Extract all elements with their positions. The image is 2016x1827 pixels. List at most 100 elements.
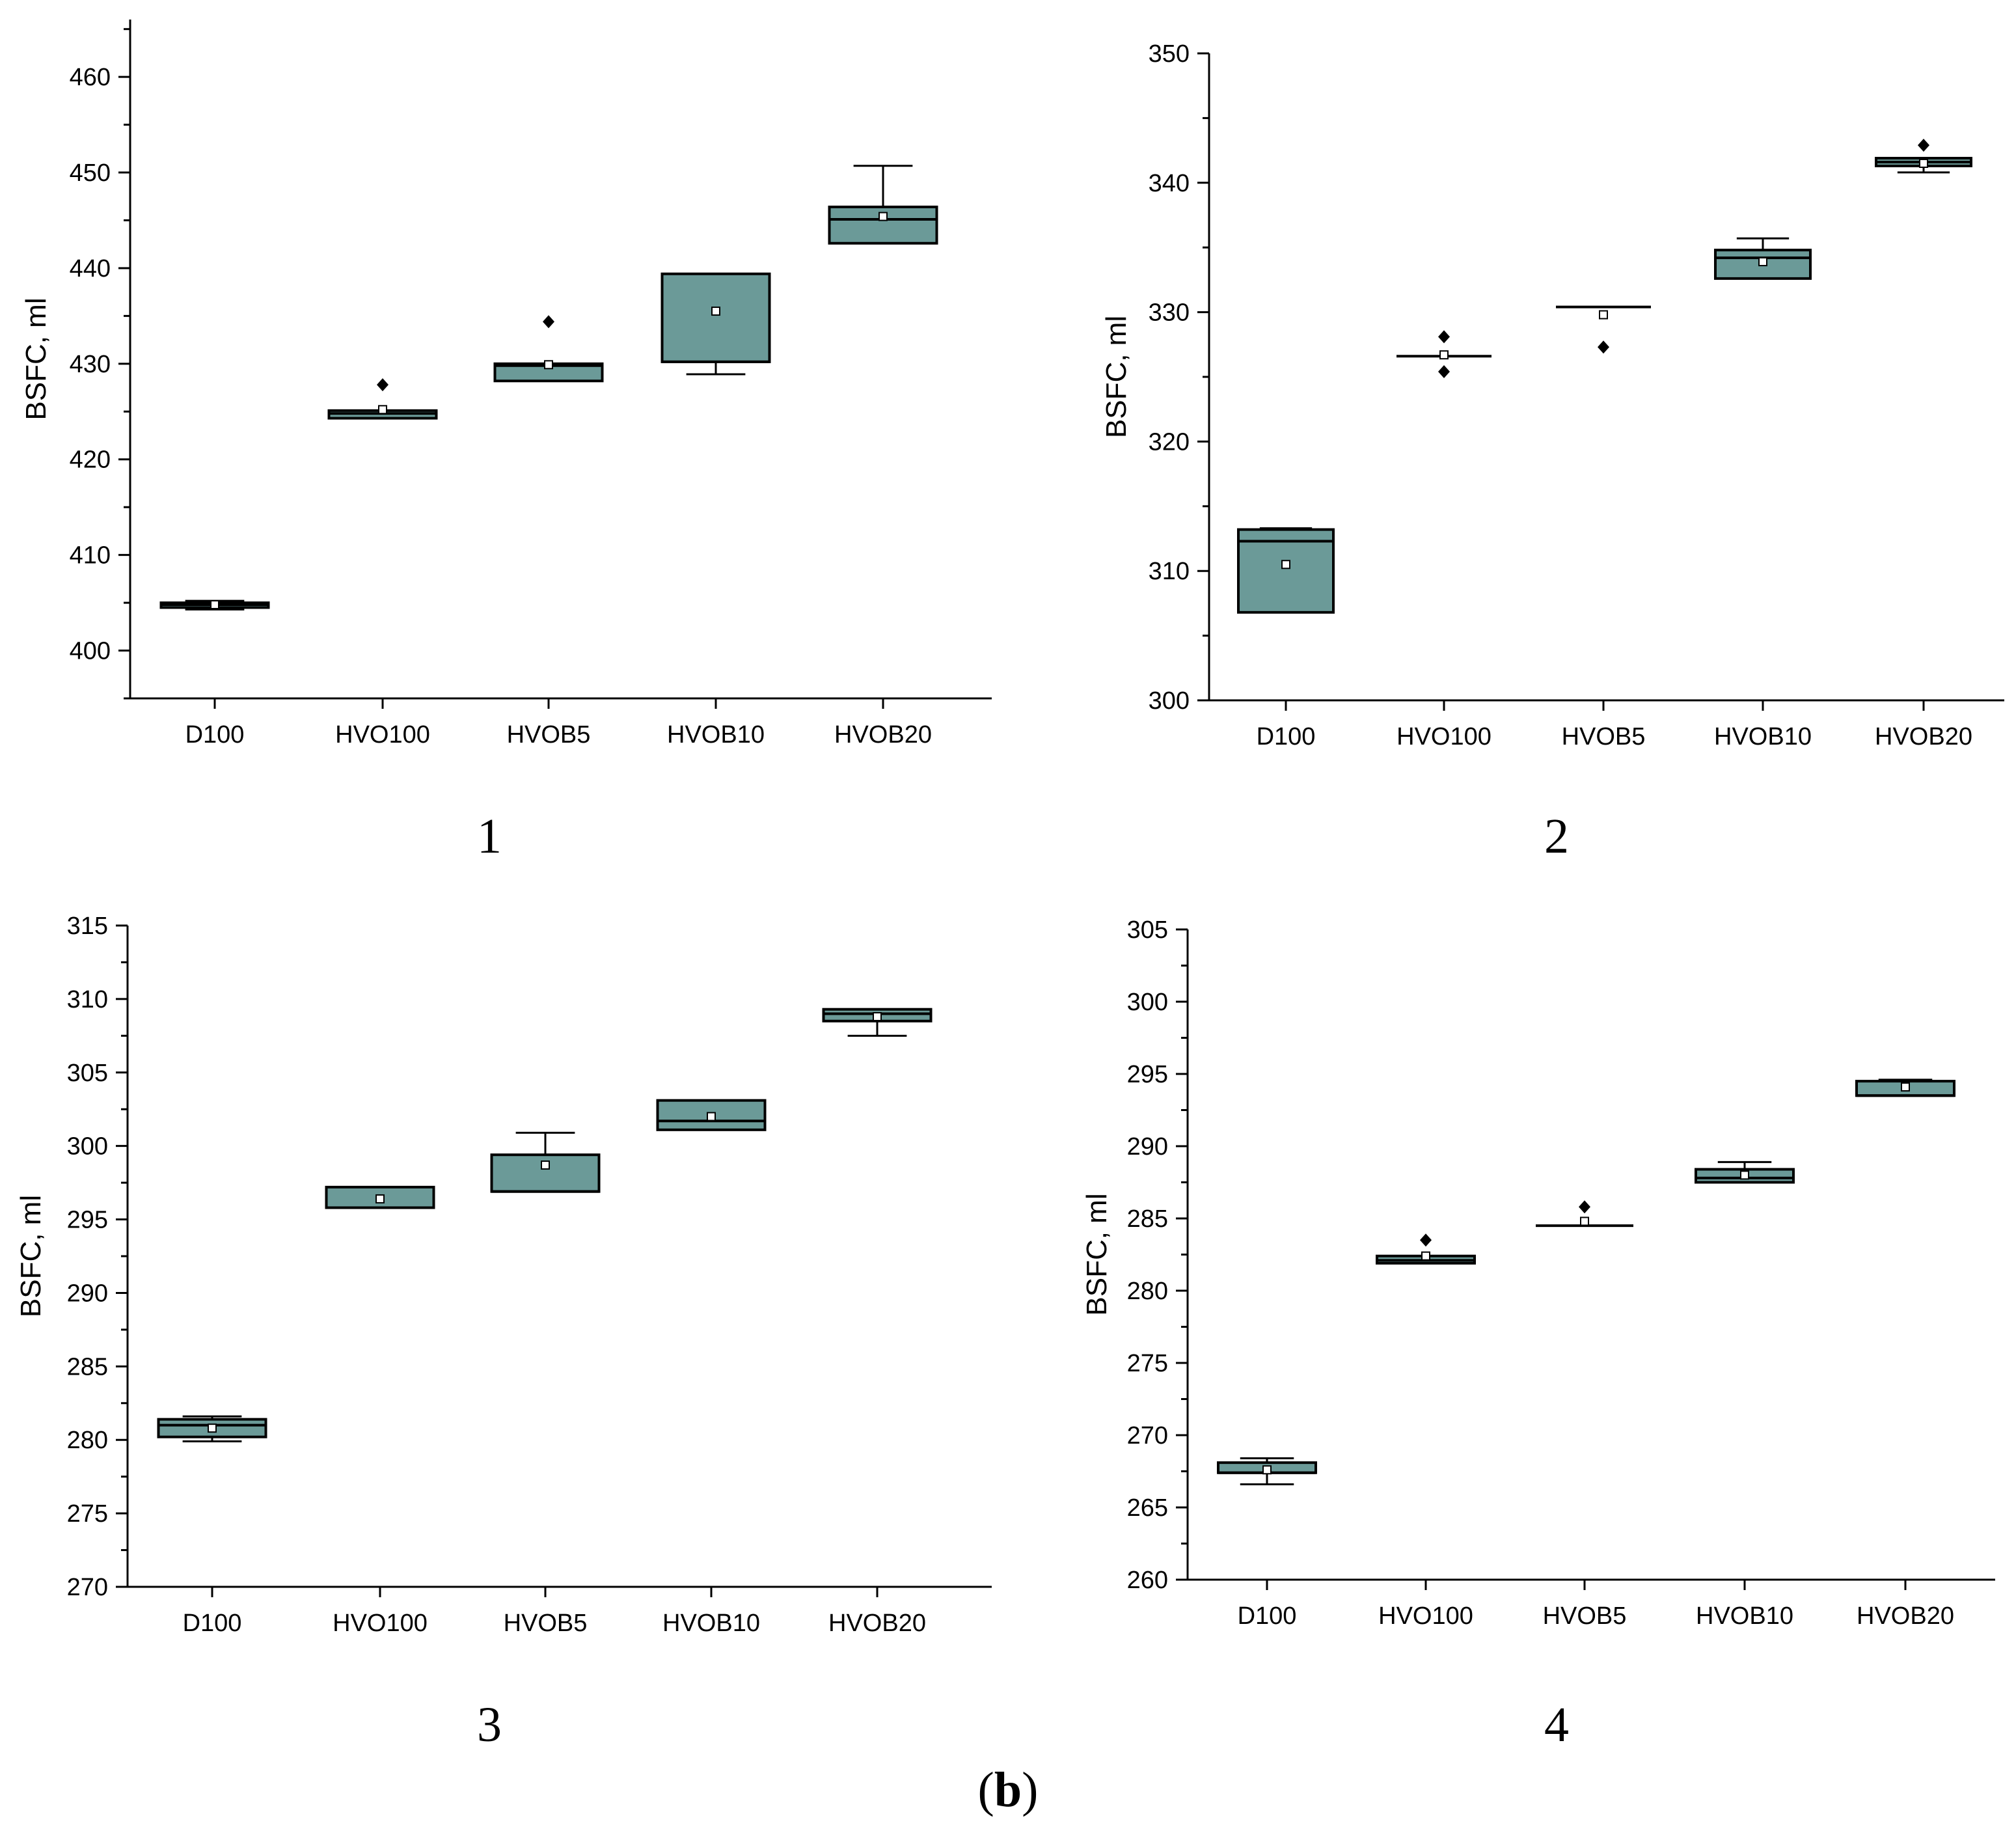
box-hvob20 [1875, 139, 1972, 174]
x-category-label: HVO100 [1396, 723, 1492, 750]
x-category-label: HVOB20 [1875, 723, 1972, 750]
y-tick-label: 450 [70, 159, 111, 187]
box-hvo100 [327, 378, 438, 420]
y-tick-label: 305 [67, 1060, 108, 1087]
mean-marker [711, 307, 720, 316]
y-tick-label: 310 [1149, 558, 1190, 585]
mean-marker [879, 212, 888, 221]
y-tick-label: 310 [67, 986, 108, 1013]
x-category-label: HVO100 [333, 1610, 428, 1637]
y-tick-label: 305 [1127, 916, 1168, 944]
x-category-label: HVOB10 [662, 1610, 760, 1637]
x-category-label: HVOB20 [1857, 1602, 1954, 1630]
y-axis-label: BSFC, ml [15, 1195, 47, 1317]
y-tick-label: 285 [1127, 1205, 1168, 1233]
x-category-label: HVOB5 [1562, 723, 1646, 750]
mean-marker [541, 1161, 550, 1170]
mean-marker [707, 1112, 716, 1121]
y-tick-label: 300 [1149, 687, 1190, 715]
y-tick-label: 460 [70, 64, 111, 91]
panel-number: 3 [477, 1697, 502, 1752]
mean-marker [378, 405, 387, 415]
y-tick-label: 275 [1127, 1350, 1168, 1377]
mean-marker [1599, 310, 1608, 320]
mean-marker [1901, 1082, 1910, 1092]
caption-close-paren: ) [1022, 1763, 1038, 1817]
mean-marker [210, 600, 219, 610]
box-body [490, 1153, 601, 1193]
y-tick-label: 290 [1127, 1133, 1168, 1161]
y-tick-label: 300 [1127, 989, 1168, 1016]
caption-open-paren: ( [978, 1763, 994, 1817]
y-tick-label: 295 [67, 1207, 108, 1234]
y-axis-label: BSFC, ml [1100, 316, 1132, 438]
mean-marker [544, 360, 553, 370]
x-category-label: D100 [1238, 1602, 1297, 1630]
y-tick-label: 350 [1149, 40, 1190, 68]
mean-marker [873, 1011, 882, 1021]
y-tick-label: 440 [70, 255, 111, 282]
figure-caption: (b) [978, 1763, 1039, 1817]
y-tick-label: 400 [70, 638, 111, 665]
panel-number: 2 [1544, 809, 1569, 864]
box-body [1237, 528, 1335, 614]
mean-marker [1740, 1170, 1749, 1180]
box-hvob20 [822, 1008, 933, 1037]
y-tick-label: 280 [1127, 1278, 1168, 1305]
box-hvob20 [1855, 1078, 1955, 1097]
x-category-label: HVO100 [335, 721, 430, 749]
y-tick-label: 320 [1149, 428, 1190, 456]
box-hvob5 [1556, 305, 1651, 354]
box-hvo100 [1396, 330, 1492, 379]
x-category-label: D100 [183, 1610, 242, 1637]
chart-panel-2: 300 310 320 330 340 350 BSFC, ml D100 HVO100 HVOB… [1100, 40, 2004, 864]
box-d100 [157, 1415, 267, 1442]
y-tick-label: 290 [67, 1280, 108, 1307]
outlier-point [1438, 330, 1450, 344]
mean-marker [1580, 1216, 1589, 1226]
y-tick-label: 295 [1127, 1061, 1168, 1088]
y-tick-label: 330 [1149, 299, 1190, 327]
outlier-point [1918, 139, 1929, 152]
box-hvob5 [490, 1131, 601, 1193]
mean-marker [208, 1423, 217, 1433]
outlier-point [1598, 340, 1609, 354]
x-category-label: HVOB20 [834, 721, 932, 749]
y-tick-label: 275 [67, 1500, 108, 1528]
x-category-label: HVOB10 [1696, 1602, 1793, 1630]
caption-letter: b [994, 1763, 1022, 1817]
box-body [661, 272, 771, 363]
box-hvo100 [1376, 1233, 1476, 1265]
y-tick-label: 270 [67, 1574, 108, 1601]
x-category-label: HVOB10 [1714, 723, 1812, 750]
chart-panel-4: 260 265 270 275 280 285 290 295 300 305 BSFC, ml D1… [1081, 916, 1995, 1752]
box-hvob10 [661, 272, 771, 376]
box-hvob10 [1695, 1161, 1795, 1184]
box-hvob5 [493, 315, 604, 383]
y-tick-label: 300 [67, 1133, 108, 1161]
outlier-point [1420, 1233, 1432, 1247]
panel-number: 1 [477, 809, 502, 864]
box-d100 [1237, 527, 1335, 614]
y-tick-label: 280 [67, 1427, 108, 1454]
mean-marker [1439, 350, 1449, 360]
y-axis-label: BSFC, ml [20, 297, 52, 420]
box-d100 [159, 599, 270, 611]
svg-text:(b): (b) [978, 1763, 1039, 1817]
y-tick-label: 265 [1127, 1494, 1168, 1522]
box-d100 [1217, 1457, 1317, 1485]
mean-marker [1919, 158, 1928, 168]
outlier-point [377, 378, 388, 392]
mean-marker [1262, 1465, 1272, 1475]
y-tick-label: 270 [1127, 1422, 1168, 1449]
outlier-point [1438, 365, 1450, 379]
mean-marker [1421, 1251, 1430, 1261]
mean-marker [1281, 560, 1290, 570]
y-tick-label: 285 [67, 1353, 108, 1381]
chart-panel-3: 270 275 280 285 290 295 300 305 310 315 BSFC, ml D1… [15, 913, 992, 1752]
x-category-label: HVOB5 [507, 721, 591, 749]
x-category-label: HVOB10 [667, 721, 765, 749]
box-hvob20 [828, 165, 938, 245]
